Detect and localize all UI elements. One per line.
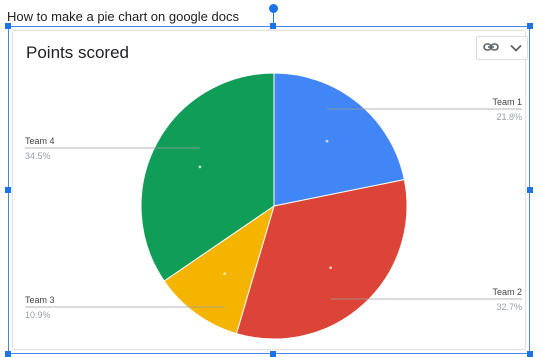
resize-handle-bottom-left[interactable] — [5, 351, 11, 357]
slice-label-3: Team 3 — [25, 295, 55, 305]
resize-handle-top-left[interactable] — [5, 23, 11, 29]
chart-title: Points scored — [26, 43, 129, 62]
resize-handle-bottom-right[interactable] — [527, 351, 533, 357]
slice-value-2: 32.7% — [496, 302, 522, 312]
rotation-handle[interactable] — [269, 4, 278, 13]
slice-label-1: Team 1 — [492, 97, 522, 107]
slice-value-1: 21.8% — [496, 112, 522, 122]
chevron-down-icon — [509, 39, 522, 57]
leader-dot-2 — [329, 266, 333, 270]
slice-value-4: 34.5% — [25, 151, 51, 161]
leader-dot-3 — [223, 272, 227, 276]
resize-handle-right[interactable] — [527, 187, 533, 193]
linked-chart-options-button[interactable] — [476, 36, 528, 60]
rotation-handle-line — [273, 12, 274, 26]
leader-dot-1 — [325, 139, 329, 143]
pie-slice-3 — [163, 204, 275, 335]
resize-handle-left[interactable] — [5, 187, 11, 193]
resize-handle-top-right[interactable] — [527, 23, 533, 29]
slice-label-4: Team 4 — [25, 136, 55, 146]
slice-value-3: 10.9% — [25, 310, 51, 320]
link-icon — [482, 39, 499, 57]
resize-handle-bottom[interactable] — [270, 351, 276, 357]
resize-handle-top[interactable] — [270, 23, 276, 29]
document-caption: How to make a pie chart on google docs — [7, 9, 239, 24]
pie-slice-1 — [273, 72, 405, 207]
pie-slice-4 — [140, 72, 275, 282]
slice-label-2: Team 2 — [492, 287, 522, 297]
leader-dot-4 — [198, 165, 202, 169]
